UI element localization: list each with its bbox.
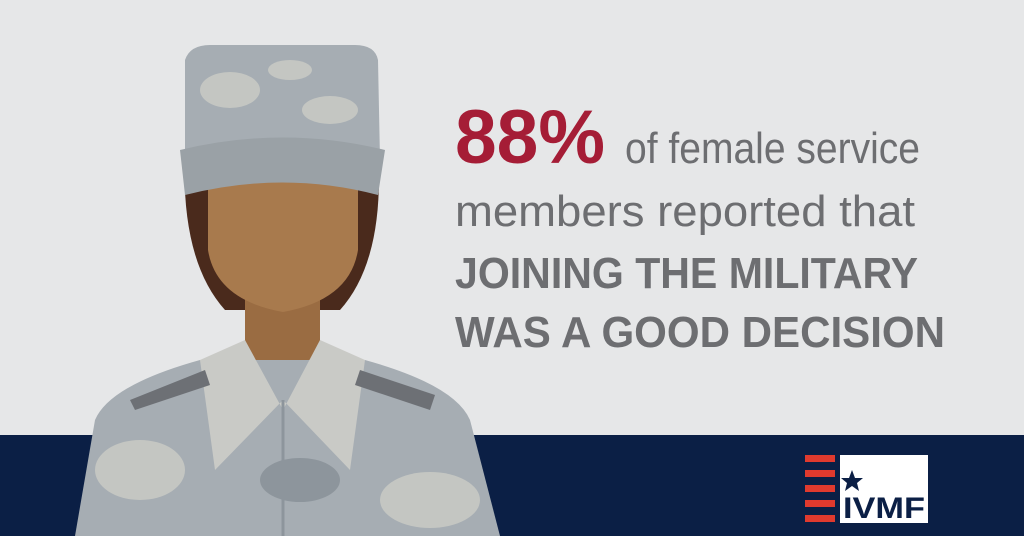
logo-text: IVMF: [843, 492, 925, 525]
statistic: 88%: [455, 95, 605, 180]
soldier-illustration: [75, 45, 500, 536]
headline-line: members reported that: [455, 187, 915, 236]
headline-line: of female service: [625, 124, 920, 173]
headline-emphasis: WAS A GOOD DECISION: [455, 308, 945, 357]
logo: IVMF: [805, 455, 928, 525]
headline-emphasis: JOINING THE MILITARY: [455, 249, 918, 298]
